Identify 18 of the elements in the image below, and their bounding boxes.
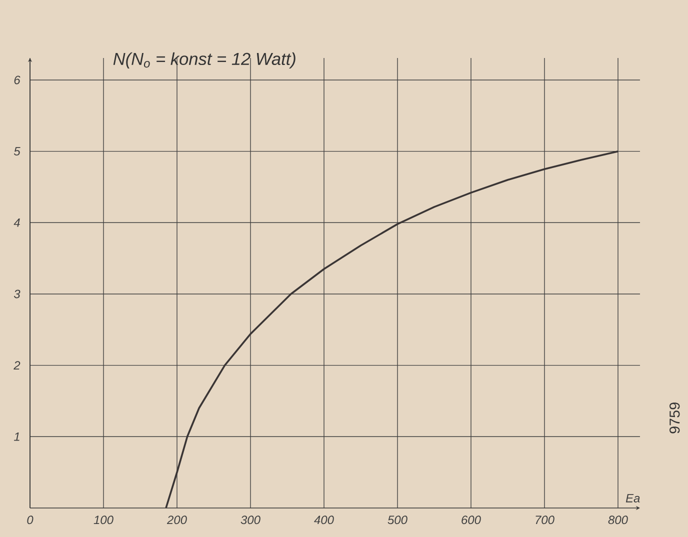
x-tick-label: 300 (240, 516, 260, 524)
x-tick-label: 0 (27, 516, 34, 524)
y-tick-label: 1 (14, 432, 20, 441)
x-axis-title: Ea (626, 494, 640, 502)
x-tick-label: 700 (536, 516, 554, 524)
y-axis-title: N(N$_{o}$ = konst = 12 Watt) (113, 52, 296, 68)
y-tick-label: 5 (14, 147, 20, 156)
y-tick-label: 3 (14, 290, 20, 298)
x-tick-label: 200 (166, 516, 187, 524)
y-tick-label: 2 (14, 361, 20, 370)
x-tick-label: 500 (388, 516, 408, 524)
x-tick-label: 800 (608, 516, 628, 524)
x-tick-label: 400 (314, 516, 334, 524)
y-tick-label: 4 (14, 218, 20, 227)
text: 9759 (670, 402, 680, 434)
x-tick-label: 600 (462, 516, 481, 524)
y-tick-label: 6 (14, 76, 20, 84)
x-tick-label: 100 (94, 516, 114, 524)
